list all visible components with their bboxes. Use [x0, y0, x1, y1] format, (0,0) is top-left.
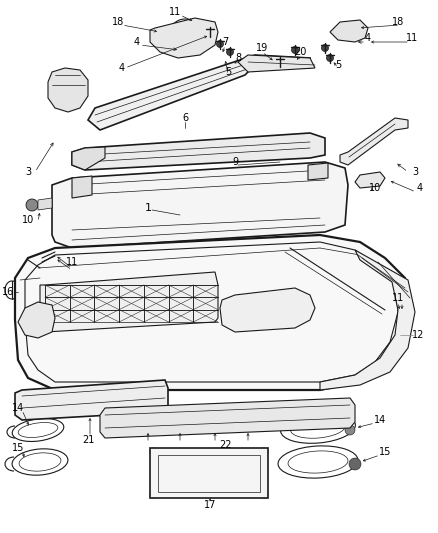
- Circle shape: [159, 39, 165, 45]
- Polygon shape: [88, 55, 310, 130]
- Text: 4: 4: [365, 33, 371, 43]
- Polygon shape: [72, 133, 325, 170]
- Text: 11: 11: [169, 7, 181, 17]
- Polygon shape: [40, 272, 218, 332]
- Text: 16: 16: [2, 287, 14, 297]
- Text: 22: 22: [219, 440, 231, 450]
- Polygon shape: [72, 147, 105, 170]
- Polygon shape: [355, 172, 385, 188]
- Text: 6: 6: [182, 113, 188, 123]
- Text: 3: 3: [25, 167, 31, 177]
- Text: 4: 4: [417, 183, 423, 193]
- Polygon shape: [150, 18, 218, 58]
- Text: 12: 12: [412, 330, 424, 340]
- Circle shape: [26, 199, 38, 211]
- Text: 11: 11: [66, 257, 78, 267]
- Text: 1: 1: [145, 203, 152, 213]
- Polygon shape: [320, 250, 415, 390]
- Circle shape: [321, 44, 328, 52]
- Polygon shape: [15, 380, 168, 420]
- Text: 3: 3: [412, 167, 418, 177]
- Text: 10: 10: [369, 183, 381, 193]
- Circle shape: [206, 28, 213, 36]
- Polygon shape: [72, 176, 92, 198]
- Circle shape: [292, 46, 299, 53]
- Text: 14: 14: [374, 415, 386, 425]
- Text: 15: 15: [12, 443, 24, 453]
- Text: 4: 4: [134, 37, 140, 47]
- Polygon shape: [220, 288, 315, 332]
- Text: 8: 8: [235, 53, 241, 63]
- Text: 18: 18: [392, 17, 404, 27]
- Circle shape: [206, 470, 212, 476]
- Circle shape: [260, 448, 268, 456]
- Circle shape: [52, 392, 59, 400]
- Circle shape: [150, 448, 158, 456]
- Circle shape: [77, 392, 84, 400]
- Circle shape: [226, 49, 233, 55]
- Polygon shape: [308, 163, 328, 180]
- Polygon shape: [18, 302, 55, 338]
- Text: 9: 9: [232, 157, 238, 167]
- Circle shape: [96, 392, 103, 400]
- Polygon shape: [38, 198, 52, 210]
- Circle shape: [216, 41, 223, 47]
- Text: 15: 15: [379, 447, 391, 457]
- Text: 5: 5: [335, 60, 341, 70]
- Text: 5: 5: [225, 67, 231, 77]
- Circle shape: [207, 27, 213, 33]
- Text: 20: 20: [294, 47, 306, 57]
- Circle shape: [345, 425, 355, 435]
- Circle shape: [276, 59, 283, 66]
- Circle shape: [326, 54, 333, 61]
- Polygon shape: [100, 398, 355, 438]
- Polygon shape: [238, 55, 315, 72]
- Text: 21: 21: [82, 435, 94, 445]
- Polygon shape: [52, 162, 348, 248]
- Circle shape: [349, 458, 361, 470]
- Circle shape: [342, 22, 358, 38]
- Text: 18: 18: [112, 17, 124, 27]
- Polygon shape: [15, 235, 408, 390]
- Polygon shape: [330, 20, 368, 42]
- Text: 10: 10: [22, 215, 34, 225]
- Circle shape: [150, 490, 158, 498]
- Circle shape: [32, 392, 39, 400]
- Text: 14: 14: [12, 403, 24, 413]
- Text: 11: 11: [406, 33, 418, 43]
- Polygon shape: [150, 448, 268, 498]
- Text: 4: 4: [119, 63, 125, 73]
- Circle shape: [146, 392, 153, 400]
- Circle shape: [127, 392, 134, 400]
- Text: 17: 17: [204, 500, 216, 510]
- Polygon shape: [48, 68, 88, 112]
- Circle shape: [192, 45, 198, 51]
- Text: 11: 11: [392, 293, 404, 303]
- Text: 7: 7: [222, 37, 228, 47]
- Text: 19: 19: [256, 43, 268, 53]
- Circle shape: [260, 490, 268, 498]
- Polygon shape: [340, 118, 408, 165]
